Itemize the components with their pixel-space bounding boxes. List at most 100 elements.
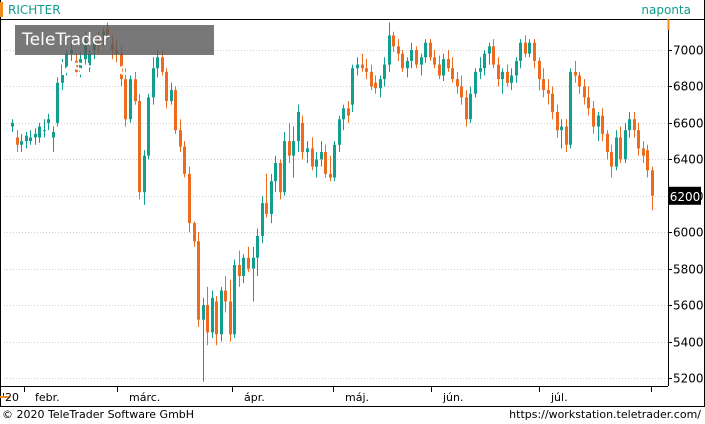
candle-body [642,148,645,156]
candle [174,86,177,134]
candle [429,39,432,61]
candle [52,126,55,153]
candle [619,126,622,163]
candle [515,57,518,83]
candle-body [565,126,568,145]
candle-body [592,108,595,127]
candle-body [283,141,286,193]
candle-body [270,181,273,214]
candle [274,155,277,193]
candle [651,166,654,211]
candle-body [247,257,250,269]
candle [261,195,264,244]
candle-body [374,82,377,89]
candle [215,296,218,346]
candle-body [315,159,318,167]
x-tick-label-6: júl. [550,391,568,404]
candle [297,104,300,153]
candle-body [465,97,468,120]
y-tick-label-7000: 7000 [673,44,704,58]
candle-body [242,257,245,276]
x-tick-label-2: márc. [129,391,160,404]
candle-body [306,148,309,153]
candle-body [152,68,155,98]
candle [20,133,23,153]
candle [560,119,563,149]
candle [34,128,37,145]
candle-body [420,57,423,65]
candle [342,104,345,131]
candle-body [574,71,577,76]
candle-body [392,35,395,47]
y-tick-label-6600: 6600 [673,117,704,131]
candle-body [524,42,527,54]
candle-body [646,150,649,171]
candle [601,108,604,142]
candle-body [170,90,173,102]
candle-body [256,235,259,258]
candle [147,93,150,160]
candle [410,42,413,69]
candle-body [401,53,404,69]
candle-body [311,148,314,167]
candle [220,286,223,342]
candle-body [183,146,186,174]
candle [292,126,295,178]
candle [633,111,636,138]
candle-body [456,79,459,87]
candle [183,141,186,178]
candle [610,144,613,178]
grid-lines [4,50,668,379]
candle-body [224,290,227,302]
candle-body [533,42,536,61]
candle-body [342,108,345,120]
candle [197,232,200,327]
candle-body [542,79,545,91]
candle-body [597,115,600,127]
candle [615,130,618,171]
candle-body [297,111,300,142]
candle [165,68,168,109]
candle [442,53,445,81]
candle-body [265,203,268,214]
candle [551,86,554,120]
x-tick-label-3: ápr. [244,391,265,404]
candle [524,35,527,58]
candle-body [329,173,332,178]
candle [474,68,477,98]
candle-body [229,301,232,335]
candle-body [619,137,622,160]
accent-marker [0,2,3,17]
candle [383,57,386,87]
candle-body [365,68,368,72]
candle-body [515,60,518,76]
footer-url[interactable]: https://workstation.teletrader.com/ [509,408,701,421]
candle [179,119,182,153]
candle-body [147,97,150,156]
candle [202,297,205,382]
candle [79,51,82,78]
candle [61,59,64,91]
y-tick-label-6000: 6000 [673,226,704,240]
candle-body [606,133,609,153]
candle-body [406,60,409,69]
candle [637,122,640,156]
candle-body [174,90,177,131]
candle-body [551,93,554,112]
candle [451,57,454,83]
candle-body [161,57,164,72]
candle [361,53,364,72]
candle-body [75,60,78,72]
candle [25,132,28,149]
candle-body [628,119,631,131]
candle [247,246,250,273]
candle [138,93,141,200]
candle-body [301,122,304,153]
candle-body [324,152,327,174]
candle [592,101,595,134]
candle [538,57,541,91]
candle [242,254,245,284]
y-tick-label-6800: 6800 [673,80,704,94]
candle [47,113,50,131]
candle-body [356,64,359,69]
